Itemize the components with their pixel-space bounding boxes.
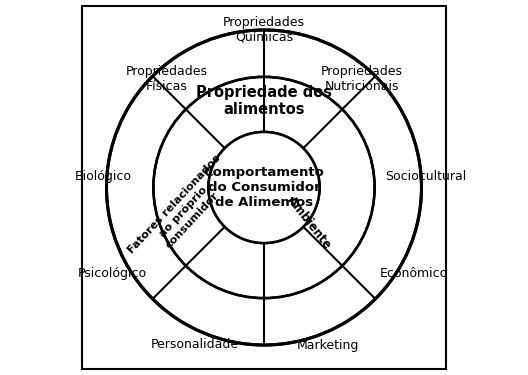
Text: Marketing: Marketing bbox=[297, 339, 359, 351]
Text: Personalidade: Personalidade bbox=[150, 339, 239, 351]
Text: Biológico: Biológico bbox=[74, 170, 131, 183]
FancyBboxPatch shape bbox=[82, 6, 446, 369]
Text: Propriedade dos
alimentos: Propriedade dos alimentos bbox=[196, 85, 332, 117]
Circle shape bbox=[209, 132, 319, 243]
Text: Sociocultural: Sociocultural bbox=[384, 170, 466, 183]
Text: Propriedades
Químicas: Propriedades Químicas bbox=[223, 16, 305, 44]
Text: Fatores relacionados
ao próprio
consumidor: Fatores relacionados ao próprio consumid… bbox=[127, 153, 240, 271]
Text: Ambiente: Ambiente bbox=[284, 194, 334, 252]
Text: Psicológico: Psicológico bbox=[78, 267, 147, 280]
Text: Propriedades
Físicas: Propriedades Físicas bbox=[126, 65, 208, 93]
Text: Propriedades
Nutricionais: Propriedades Nutricionais bbox=[320, 65, 402, 93]
Text: Econômico: Econômico bbox=[380, 267, 448, 280]
Circle shape bbox=[209, 132, 319, 243]
Circle shape bbox=[107, 30, 421, 345]
Text: Comportamento
do Consumidor
de Alimentos: Comportamento do Consumidor de Alimentos bbox=[204, 166, 324, 209]
Circle shape bbox=[153, 77, 375, 298]
